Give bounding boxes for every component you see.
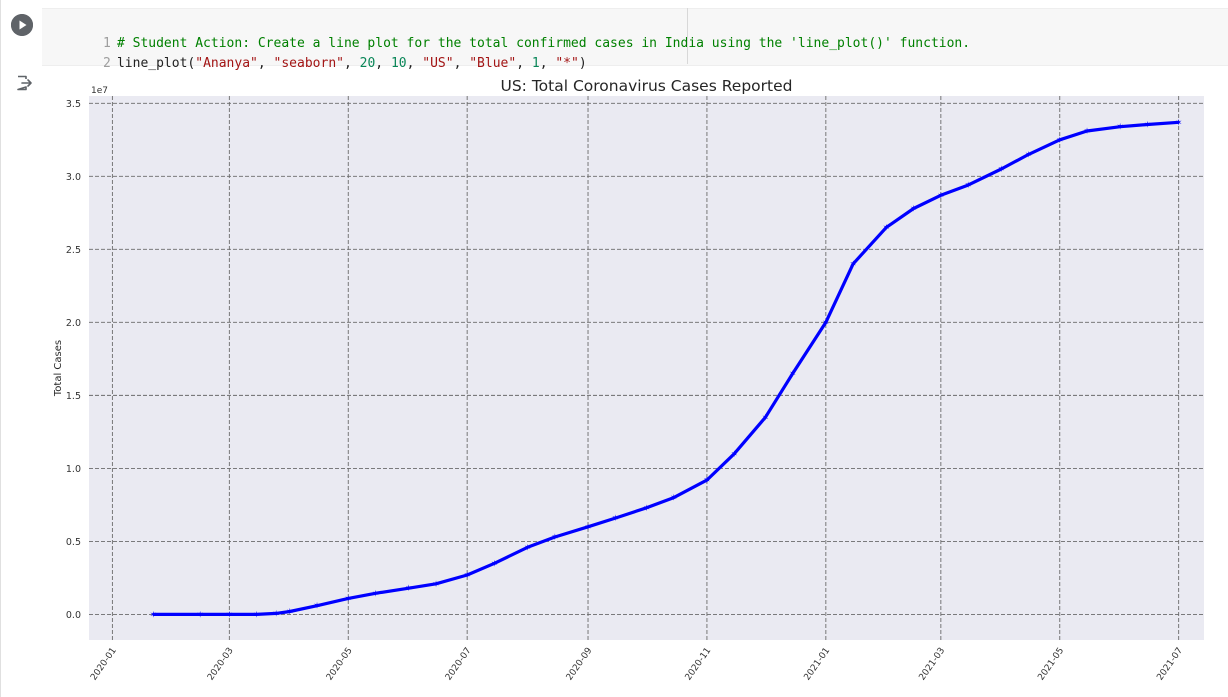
y-tick-label: 2.0 xyxy=(66,318,81,329)
chart-title: US: Total Coronavirus Cases Reported xyxy=(501,77,793,95)
cell-border xyxy=(0,0,1,697)
code-arguments: "Ananya", "seaborn", 20, 10, "US", "Blue… xyxy=(195,56,586,71)
data-point-marker: ✶ xyxy=(551,533,559,543)
plot-area xyxy=(89,96,1204,640)
data-point-marker: ✶ xyxy=(849,260,857,270)
data-point-marker: ✶ xyxy=(882,223,890,233)
code-token-str: "US" xyxy=(422,56,454,71)
line-number: 1 xyxy=(102,36,111,51)
x-tick-label: 2021-05 xyxy=(1036,646,1066,683)
series-line xyxy=(153,120,1179,616)
data-point-marker: ✶ xyxy=(937,191,945,201)
y-tick-label: 3.5 xyxy=(66,99,81,110)
y-tick-label: 2.5 xyxy=(66,245,81,256)
code-token-str: "Blue" xyxy=(469,56,517,71)
code-comment: # Student Action: Create a line plot for… xyxy=(116,36,971,51)
data-point-marker: ✶ xyxy=(286,608,294,618)
data-point-marker: ✶ xyxy=(1083,127,1091,137)
x-tick-label: 2020-03 xyxy=(206,646,236,683)
code-token-punc: ) xyxy=(578,56,587,71)
data-point-marker: ✶ xyxy=(703,476,711,486)
data-point-marker: ✶ xyxy=(1175,118,1183,128)
data-point-marker: ✶ xyxy=(150,610,158,620)
data-point-marker: ✶ xyxy=(524,543,532,553)
y-tick-label: 1.5 xyxy=(66,391,81,402)
data-point-marker: ✶ xyxy=(762,413,770,423)
data-point-marker: ✶ xyxy=(584,523,592,533)
data-point-marker: ✶ xyxy=(344,594,352,604)
y-tick-label: 0.0 xyxy=(66,610,81,621)
x-tick-label: 2020-07 xyxy=(444,646,474,683)
code-token-punc: , xyxy=(343,56,360,71)
y-offset-label: 1e7 xyxy=(91,86,108,96)
code-token-str: "*" xyxy=(555,56,579,71)
data-point-marker: ✶ xyxy=(196,610,204,620)
data-point-marker: ✶ xyxy=(964,181,972,191)
data-point-marker: ✶ xyxy=(313,602,321,612)
code-line-1: 1 # Student Action: Create a line plot fo… xyxy=(56,17,970,71)
data-point-marker: ✶ xyxy=(1144,120,1152,130)
x-tick-label: 2020-01 xyxy=(89,646,119,683)
data-point-marker: ✶ xyxy=(1116,123,1124,133)
play-icon xyxy=(11,14,33,36)
x-tick-label: 2020-09 xyxy=(565,646,595,683)
code-token-punc: , xyxy=(453,56,470,71)
code-token-num: 20 xyxy=(359,56,376,71)
code-token-punc: , xyxy=(539,56,556,71)
code-token-num: 1 xyxy=(531,56,540,71)
code-token-punc: , xyxy=(406,56,423,71)
data-point-marker: ✶ xyxy=(491,559,499,569)
code-editor[interactable]: 1 # Student Action: Create a line plot fo… xyxy=(42,8,1228,71)
series-markers: ✶ ✶ ✶ ✶ ✶ ✶ ✶ ✶ ✶ ✶ ✶ ✶ ✶ ✶ ✶ ✶ ✶ ✶ ✶ ✶ ✶ ✶ ✶ ✶ ✶ ✶ ✶ ✶ ✶ ✶ ✶ ✶ ✶ ✶ ✶ ✶ xyxy=(150,118,1183,620)
data-point-marker: ✶ xyxy=(670,494,678,504)
data-point-marker: ✶ xyxy=(1056,136,1064,146)
x-tick-label: 2020-11 xyxy=(684,646,714,683)
data-point-marker: ✶ xyxy=(432,580,440,590)
code-token-punc: , xyxy=(257,56,274,71)
data-point-marker: ✶ xyxy=(253,610,261,620)
data-point-marker: ✶ xyxy=(910,204,918,214)
editor-ruler xyxy=(687,8,688,64)
data-point-marker: ✶ xyxy=(272,609,280,619)
run-cell-button[interactable] xyxy=(11,14,33,36)
code-line-2: 2 line_plot("Ananya", "seaborn", 20, 10, … xyxy=(56,37,587,91)
output-redirect-icon[interactable] xyxy=(16,75,34,91)
code-token-num: 10 xyxy=(390,56,407,71)
x-tick-label: 2021-07 xyxy=(1155,646,1185,683)
data-point-marker: ✶ xyxy=(1025,150,1033,160)
y-tick-label: 0.5 xyxy=(66,537,81,548)
data-point-marker: ✶ xyxy=(822,318,830,328)
x-tick-label: 2020-05 xyxy=(325,646,355,683)
y-axis-label: Total Cases xyxy=(53,340,64,397)
code-token-str: "Ananya" xyxy=(195,56,258,71)
data-point-marker: ✶ xyxy=(405,584,413,594)
data-point-marker: ✶ xyxy=(612,514,620,524)
data-point-marker: ✶ xyxy=(226,610,234,620)
data-point-marker: ✶ xyxy=(372,589,380,599)
line-number: 2 xyxy=(102,56,111,71)
data-point-marker: ✶ xyxy=(997,165,1005,175)
data-point-marker: ✶ xyxy=(643,504,651,514)
x-tick-label: 2021-01 xyxy=(803,646,833,683)
code-token-punc: , xyxy=(516,56,532,71)
data-point-marker: ✶ xyxy=(730,450,738,460)
x-tick-label: 2021-03 xyxy=(918,646,948,683)
data-point-marker: ✶ xyxy=(463,571,471,581)
code-token-str: "seaborn" xyxy=(273,56,344,71)
data-point-marker: ✶ xyxy=(789,369,797,379)
code-token-punc: , xyxy=(375,56,391,71)
code-function-call: line_plot( xyxy=(116,56,196,71)
y-tick-label: 1.0 xyxy=(66,464,81,475)
y-tick-label: 3.0 xyxy=(66,172,81,183)
